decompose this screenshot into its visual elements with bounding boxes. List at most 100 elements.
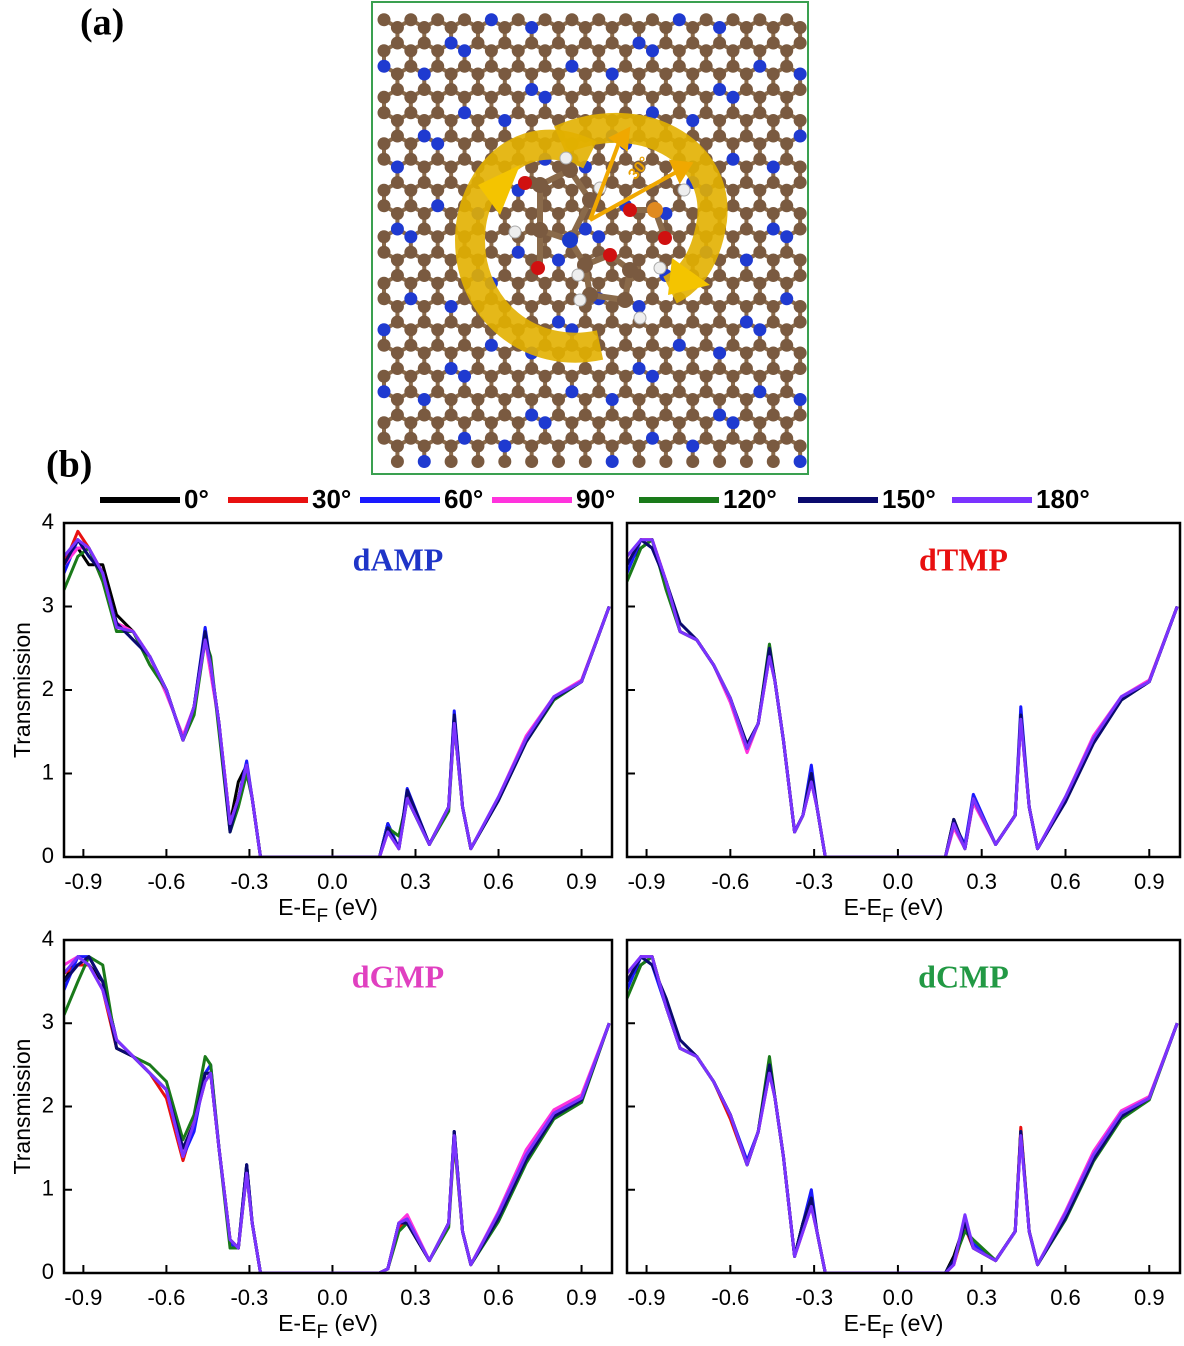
atom [552,207,566,220]
y-tick-label: 3 [42,1009,54,1034]
atom [498,21,512,34]
chart-panel: -0.9 -0.6 -0.3 0.0 0.3 0.6 0.9 dCMP E-EF (eV) [625,938,1182,1343]
atom [619,44,633,58]
atom [404,292,418,306]
atom [726,183,740,197]
x-axis-label: E-EF (eV) [844,1310,944,1343]
atom [645,152,659,166]
chart-title: dGMP [352,958,444,994]
series-line [64,963,611,1273]
atom [699,106,713,120]
atom [431,369,445,383]
atom [525,67,539,81]
atom [377,199,391,213]
atom [645,276,659,290]
atom [431,13,445,27]
atom [417,269,431,282]
atom [780,183,794,197]
atom [444,455,458,468]
x-tick-label: -0.9 [628,1285,666,1310]
atom [377,369,391,383]
y-axis-label: Transmission [9,622,35,758]
x-axis-label-part: E-E [278,894,316,920]
atom [780,106,794,120]
x-tick-label: 0.6 [1050,869,1081,894]
atom [659,393,673,406]
atom [619,431,633,445]
atom [793,439,807,453]
atom [498,83,512,96]
atom [390,393,404,406]
atom [511,90,525,104]
chart-panel: 0 1 2 3 4 -0.9 -0.6 -0.3 0.0 0.3 0.6 0.9 dAMP E-EF (e… [9,509,614,927]
atom [632,253,646,267]
atom [404,338,418,352]
legend-label: 30° [312,484,351,514]
atom [753,245,767,259]
atom [753,44,767,58]
atom [458,90,472,104]
atom [713,83,727,96]
atom [739,129,753,143]
chart-title: dTMP [919,541,1008,577]
atom [659,36,673,50]
atom [404,245,418,259]
atom [632,346,646,360]
series-line [627,538,1179,857]
atom [458,431,472,445]
atom [645,230,659,244]
atom [404,199,418,213]
x-axis-label-part: (eV) [894,1310,944,1336]
atom [713,269,727,282]
x-axis-label: E-EF (eV) [278,1310,378,1343]
atom [578,393,592,406]
atom [739,315,753,329]
atom [645,292,659,306]
atom [565,431,579,445]
atom [632,176,646,189]
legend-label: 60° [444,484,483,514]
atom [578,439,592,453]
atom [726,13,740,27]
atom [511,416,525,430]
atom [377,13,391,27]
atom [565,106,579,120]
atom [766,408,780,422]
x-axis-label-part: E-E [844,894,882,920]
atom [417,455,431,468]
atom [753,323,767,337]
atom [538,276,552,290]
atom [753,276,767,290]
y-tick-label: 2 [42,676,54,701]
atom [565,385,579,399]
atom [525,455,539,468]
atom [659,21,673,34]
atom [686,408,700,422]
atom [659,439,673,453]
atom [498,362,512,375]
x-tick-label: 0.9 [566,869,597,894]
x-axis-label-part: (eV) [894,894,944,920]
atom [619,183,633,197]
atom [390,253,404,267]
x-tick-label: 0.3 [966,869,997,894]
atom [780,90,794,104]
atom [605,176,619,189]
atom [766,253,780,267]
x-tick-label: -0.6 [711,1285,749,1310]
atom [417,83,431,96]
x-axis-label-part: E-E [844,1310,882,1336]
atom [377,416,391,430]
atom [525,83,539,96]
atom [471,36,485,50]
series-line [627,538,1179,857]
series-line [627,955,1179,1273]
atom [404,183,418,197]
atom [565,199,579,213]
atom [645,385,659,399]
atom [538,369,552,383]
legend-label: 120° [723,484,777,514]
atom [739,160,753,174]
atom [417,207,431,220]
atom [699,385,713,399]
